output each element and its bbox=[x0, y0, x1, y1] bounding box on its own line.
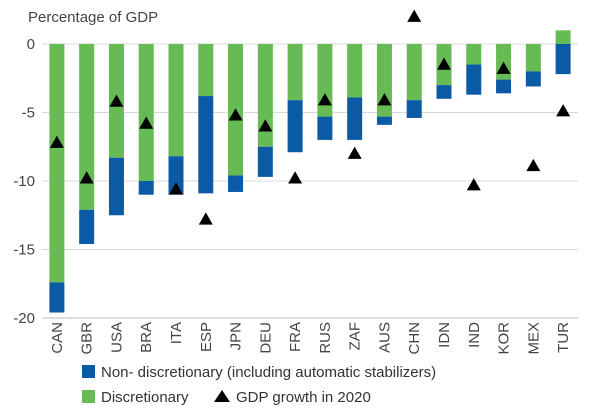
marker-gdp-growth-ita bbox=[169, 182, 183, 195]
bar-non-discretionary-idn bbox=[436, 85, 452, 99]
x-tick-label-ita: ITA bbox=[168, 322, 185, 344]
x-tick-label-deu: DEU bbox=[257, 322, 274, 354]
bar-discretionary-rus bbox=[317, 44, 333, 117]
markers bbox=[49, 9, 571, 225]
bar-non-discretionary-fra bbox=[287, 100, 303, 153]
marker-gdp-growth-bra bbox=[139, 116, 154, 129]
marker-gdp-growth-aus bbox=[377, 93, 392, 106]
bar-discretionary-deu bbox=[257, 44, 273, 147]
bar-non-discretionary-rus bbox=[317, 116, 333, 140]
bar-non-discretionary-mex bbox=[525, 71, 541, 87]
bar-non-discretionary-kor bbox=[496, 79, 512, 94]
marker-gdp-growth-usa bbox=[109, 94, 124, 107]
marker-gdp-growth-jpn bbox=[228, 108, 243, 121]
bar-discretionary-fra bbox=[287, 44, 303, 101]
y-axis-label: Percentage of GDP bbox=[28, 9, 158, 26]
marker-gdp-growth-gbr bbox=[79, 171, 94, 184]
bar-discretionary-ind bbox=[466, 44, 482, 65]
bar-non-discretionary-can bbox=[49, 282, 65, 313]
bar-non-discretionary-jpn bbox=[228, 175, 244, 192]
x-tick-label-fra: FRA bbox=[287, 322, 304, 352]
x-tick-label-gbr: GBR bbox=[79, 322, 96, 355]
marker-gdp-growth-tur bbox=[556, 104, 571, 117]
grid bbox=[42, 43, 578, 319]
marker-gdp-growth-fra bbox=[288, 171, 303, 184]
bar-non-discretionary-gbr bbox=[79, 209, 95, 245]
bar-non-discretionary-deu bbox=[257, 146, 273, 177]
y-tick-label: -5 bbox=[22, 105, 35, 122]
bar-non-discretionary-esp bbox=[198, 96, 214, 194]
marker-gdp-growth-kor bbox=[496, 61, 511, 74]
marker-gdp-growth-ind bbox=[466, 178, 481, 191]
marker-gdp-growth-can bbox=[49, 135, 64, 148]
bar-non-discretionary-tur bbox=[555, 44, 571, 75]
marker-gdp-growth-zaf bbox=[347, 146, 362, 159]
legend-label-discretionary: Discretionary bbox=[101, 389, 189, 406]
marker-gdp-growth-chn bbox=[407, 9, 422, 22]
x-tick-label-kor: KOR bbox=[496, 322, 513, 355]
legend-label-gdp-growth: GDP growth in 2020 bbox=[236, 389, 371, 406]
x-tick-label-ind: IND bbox=[466, 322, 483, 348]
marker-gdp-growth-idn bbox=[437, 57, 451, 70]
bars bbox=[49, 30, 571, 313]
bar-discretionary-aus bbox=[376, 44, 392, 117]
bar-discretionary-can bbox=[49, 44, 65, 283]
y-tick-label: -10 bbox=[13, 173, 35, 190]
legend-label-non-discretionary: Non- discretionary (including automatic … bbox=[101, 364, 436, 381]
x-tick-label-rus: RUS bbox=[317, 322, 334, 354]
bar-non-discretionary-bra bbox=[138, 181, 154, 195]
marker-gdp-growth-deu bbox=[258, 119, 273, 132]
x-tick-label-can: CAN bbox=[49, 322, 66, 354]
marker-gdp-growth-esp bbox=[198, 212, 213, 225]
x-tick-label-esp: ESP bbox=[198, 322, 215, 352]
x-tick-label-aus: AUS bbox=[376, 322, 393, 353]
bar-discretionary-mex bbox=[525, 44, 541, 72]
marker-gdp-growth-rus bbox=[317, 93, 332, 106]
bar-non-discretionary-usa bbox=[108, 157, 124, 216]
bar-discretionary-zaf bbox=[347, 44, 363, 98]
x-ticks: CAN GBR USA BRA ITA ESP JPN DEU FRA RUS ZAF AUS CHN I… bbox=[49, 322, 572, 355]
y-tick-label: 0 bbox=[27, 36, 35, 53]
bar-non-discretionary-aus bbox=[376, 116, 392, 125]
x-tick-label-bra: BRA bbox=[138, 322, 155, 353]
legend-marker-gdp-growth bbox=[214, 390, 230, 402]
x-tick-label-mex: MEX bbox=[525, 322, 542, 355]
bar-non-discretionary-chn bbox=[406, 100, 422, 118]
bar-discretionary-bra bbox=[138, 44, 154, 181]
bar-discretionary-chn bbox=[406, 44, 422, 101]
bar-discretionary-ita bbox=[168, 44, 184, 157]
marker-gdp-growth-mex bbox=[526, 158, 541, 172]
bar-non-discretionary-ita bbox=[168, 156, 184, 195]
legend-swatch-non-discretionary bbox=[82, 365, 95, 378]
bar-discretionary-tur bbox=[555, 30, 571, 44]
x-tick-label-chn: CHN bbox=[406, 322, 423, 355]
x-tick-label-jpn: JPN bbox=[228, 322, 245, 350]
y-tick-label: -15 bbox=[13, 242, 35, 259]
legend: Non- discretionary (including automatic … bbox=[82, 364, 436, 406]
bar-discretionary-gbr bbox=[79, 44, 95, 210]
x-tick-label-tur: TUR bbox=[555, 322, 572, 353]
legend-swatch-discretionary bbox=[82, 390, 95, 403]
bar-non-discretionary-ind bbox=[466, 64, 482, 95]
bar-discretionary-esp bbox=[198, 44, 214, 97]
y-tick-label: -20 bbox=[13, 310, 35, 327]
x-tick-label-usa: USA bbox=[108, 322, 125, 353]
x-tick-label-zaf: ZAF bbox=[347, 322, 364, 350]
y-ticks: 0 -5 -10 -15 -20 bbox=[13, 36, 35, 327]
x-tick-label-idn: IDN bbox=[436, 322, 453, 348]
bar-non-discretionary-zaf bbox=[347, 97, 363, 140]
